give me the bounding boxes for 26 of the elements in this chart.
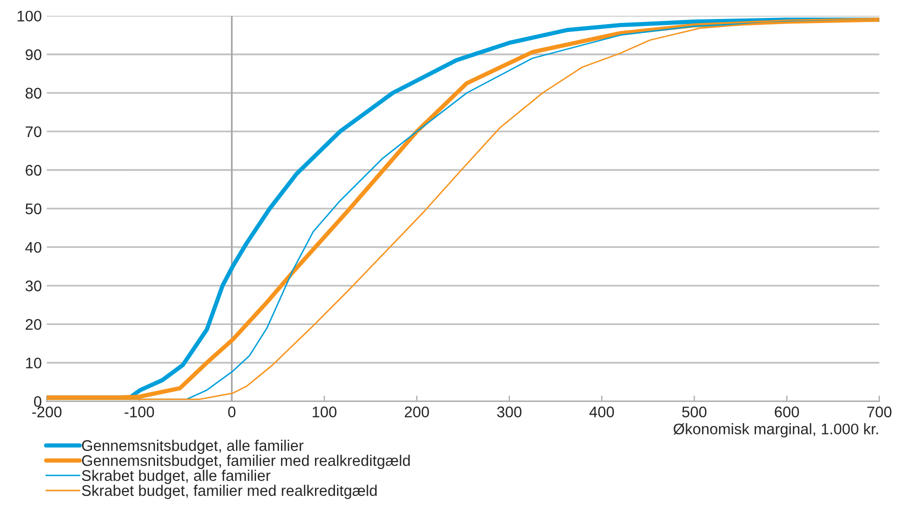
legend-label: Gennemsnitsbudget, familier med realkreditgæld (82, 454, 410, 469)
y-tick-label: 90 (26, 49, 42, 60)
y-tick-label: 30 (26, 280, 42, 292)
legend-label: Skrabet budget, alle familier (82, 470, 270, 484)
y-tick-label: 20 (26, 319, 42, 330)
x-tick-label: 400 (589, 406, 614, 418)
legend-label: Gennemsnitsbudget, alle familier (82, 440, 304, 454)
y-tick-label: 80 (26, 88, 42, 99)
x-tick-label: -200 (32, 406, 62, 418)
x-tick-label: 600 (774, 406, 799, 418)
x-tick-label: 700 (867, 406, 892, 418)
y-tick-label: 40 (25, 242, 42, 253)
y-tick-label: 0 (34, 396, 42, 407)
x-tick-label: 0 (228, 406, 236, 418)
x-axis-title: Økonomisk marginal, 1.000 kr. (674, 423, 878, 438)
x-tick-label: 300 (497, 406, 522, 418)
y-tick-label: 100 (18, 10, 42, 22)
y-tick-label: 10 (26, 358, 42, 368)
y-tick-label: 50 (26, 203, 42, 214)
x-tick-label: 100 (312, 406, 336, 418)
legend-label: Skrabet budget, familier med realkreditgæld (82, 484, 377, 500)
x-tick-label: 200 (404, 406, 429, 418)
x-tick-label: 500 (682, 406, 706, 418)
y-tick-label: 70 (26, 126, 42, 138)
y-tick-label: 60 (26, 164, 42, 176)
x-tick-label: -100 (124, 406, 154, 418)
